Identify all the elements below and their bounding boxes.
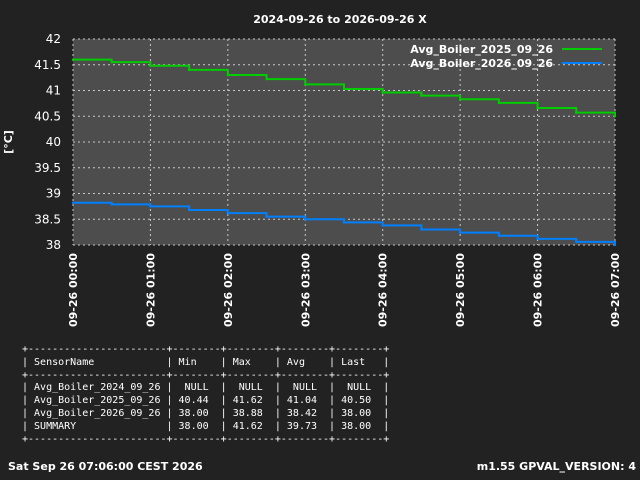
y-tick-label: 39.5: [34, 161, 61, 175]
data-point: [304, 218, 307, 221]
x-tick-label: 09-26 00:00: [67, 253, 80, 327]
data-point: [458, 98, 462, 101]
chart-title: 2024-09-26 to 2026-09-26 X: [253, 13, 427, 26]
data-point: [613, 243, 617, 247]
stats-table-line: | SensorName | Min | Max | Avg | Last |: [22, 356, 390, 368]
series-lines: [71, 58, 617, 247]
data-point: [149, 64, 152, 67]
y-tick-label: 41.5: [34, 58, 61, 72]
stats-table-line: +-----------------------+--------+------…: [22, 369, 390, 381]
x-tick-label: 09-26 04:00: [377, 253, 390, 327]
x-axis-ticks: 09-26 00:00 09-26 01:00 09-26 02:00 09-26 0…: [67, 253, 622, 327]
x-tick-label: 09-26 02:00: [222, 253, 235, 327]
data-point: [149, 205, 152, 208]
data-point: [497, 101, 501, 105]
data-point: [381, 224, 384, 227]
footer-timestamp: Sat Sep 26 07:06:00 CEST 2026: [8, 460, 203, 473]
legend-label: Avg_Boiler_2026_09_26: [410, 57, 553, 70]
x-tick-label: 09-26 06:00: [532, 253, 545, 327]
x-tick-label: 09-26 05:00: [454, 253, 467, 327]
data-point: [613, 115, 617, 118]
y-tick-label: 38: [46, 238, 61, 252]
data-point: [536, 237, 539, 241]
legend-label: Avg_Boiler_2025_09_26: [410, 43, 553, 56]
data-point: [420, 228, 423, 231]
data-point: [110, 60, 113, 64]
data-point: [342, 87, 346, 91]
data-point: [110, 203, 113, 206]
y-tick-label: 40: [46, 135, 61, 149]
stats-table-line: | Avg_Boiler_2024_09_26 | NULL | NULL | …: [22, 382, 390, 394]
y-axis-label: [°C]: [2, 130, 15, 154]
data-point: [187, 208, 191, 212]
y-tick-label: 40.5: [34, 109, 61, 123]
data-point: [458, 231, 462, 234]
data-point: [342, 221, 346, 224]
footer-version: m1.55 GPVAL_VERSION: 4: [476, 460, 636, 473]
data-point: [265, 215, 268, 218]
x-tick-label: 09-26 01:00: [144, 253, 157, 327]
y-tick-label: 39: [46, 187, 61, 201]
data-point: [381, 91, 384, 94]
y-tick-label: 38.5: [34, 212, 61, 226]
data-point: [575, 240, 578, 244]
x-tick-label: 09-26 07:00: [609, 253, 622, 327]
data-point: [536, 106, 539, 110]
y-axis-ticks: 38 38.5 39 39.5 40 40.5 41 41.5 42: [34, 32, 61, 252]
data-point: [187, 68, 191, 72]
chart: 2024-09-26 to 2026-09-26 X [°C] 38 38.5 39…: [2, 13, 622, 327]
stats-table-line: +-----------------------+--------+------…: [22, 344, 390, 355]
data-point: [226, 211, 230, 215]
stats-table-line: | SUMMARY | 38.00 | 41.62 | 39.73 | 38.0…: [22, 420, 390, 432]
data-point: [304, 83, 307, 86]
stats-table-line: | Avg_Boiler_2025_09_26 | 40.44 | 41.62 …: [22, 395, 390, 407]
x-tick-label: 09-26 03:00: [299, 253, 312, 327]
data-point: [71, 201, 75, 204]
y-tick-label: 42: [46, 32, 61, 46]
data-point: [575, 111, 578, 114]
stats-table-line: | Avg_Boiler_2026_09_26 | 38.00 | 38.88 …: [22, 407, 390, 419]
stats-table: +-----------------------+--------+------…: [22, 344, 389, 446]
data-point: [71, 58, 75, 61]
data-point: [420, 94, 423, 97]
legend: Avg_Boiler_2025_09_26Avg_Boiler_2026_09_…: [410, 43, 602, 70]
y-tick-label: 41: [46, 84, 61, 98]
data-point: [497, 234, 501, 237]
stats-table-line: +-----------------------+--------+------…: [22, 433, 390, 445]
data-point: [265, 77, 268, 81]
data-point: [226, 73, 230, 77]
